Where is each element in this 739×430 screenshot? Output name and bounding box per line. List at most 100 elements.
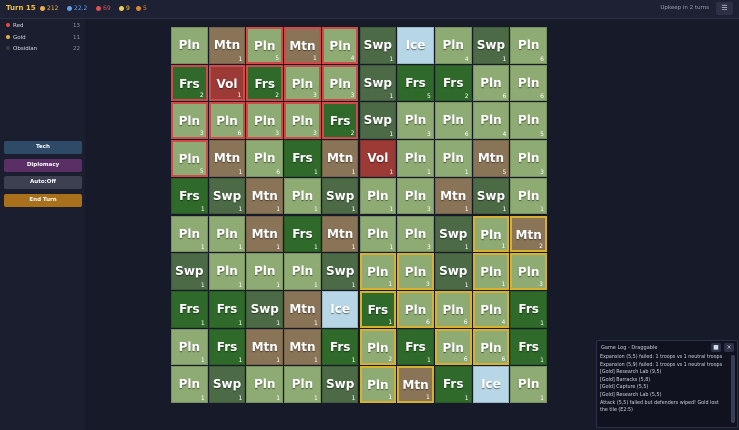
tile[interactable]: Pln 1	[246, 366, 284, 403]
tile[interactable]: Swp 1	[434, 215, 472, 253]
tile[interactable]: Pln 1	[359, 177, 397, 215]
tile[interactable]: Frs 1	[434, 366, 472, 403]
tile[interactable]: Swp 1	[434, 253, 472, 290]
tile[interactable]: Mtn 1	[284, 290, 321, 328]
tile[interactable]: Pln 6	[472, 328, 510, 366]
tile[interactable]: Pln 1	[510, 177, 547, 215]
tile[interactable]: Swp 1	[321, 366, 359, 403]
tile[interactable]: Frs 1	[510, 328, 547, 366]
tile[interactable]: Pln 3	[284, 64, 321, 102]
tile[interactable]: Pln 6	[246, 140, 284, 177]
action-button[interactable]: Tech	[4, 141, 82, 154]
tile[interactable]: Pln 1	[359, 215, 397, 253]
tile[interactable]: Frs 1	[397, 328, 434, 366]
tile[interactable]: Frs 1	[321, 328, 359, 366]
tile[interactable]: Swp 1	[321, 253, 359, 290]
tile[interactable]: Swp 1	[171, 253, 208, 290]
tile[interactable]: Mtn 5	[472, 140, 510, 177]
tile[interactable]: Frs 1	[359, 290, 397, 328]
tile[interactable]: Pln 6	[434, 328, 472, 366]
tile[interactable]: Pln 3	[321, 64, 359, 102]
tile[interactable]: Frs 1	[284, 215, 321, 253]
tile[interactable]: Frs 2	[171, 64, 208, 102]
tile[interactable]: Mtn 1	[246, 328, 284, 366]
tile[interactable]: Pln 3	[246, 102, 284, 140]
tile[interactable]: Frs 2	[321, 102, 359, 140]
tile[interactable]: Mtn 1	[397, 366, 434, 403]
tile[interactable]: Frs 2	[434, 64, 472, 102]
tile[interactable]: Pln 1	[284, 366, 321, 403]
tile[interactable]: Frs 1	[171, 177, 208, 215]
tile[interactable]: Swp 1	[472, 27, 510, 64]
tile[interactable]: Frs 1	[510, 290, 547, 328]
tile[interactable]: Pln 1	[397, 140, 434, 177]
tile[interactable]: Ice	[472, 366, 510, 403]
tile[interactable]: Mtn 1	[434, 177, 472, 215]
tile[interactable]: Pln 1	[359, 253, 397, 290]
tile[interactable]: Pln 1	[472, 215, 510, 253]
menu-button[interactable]: ☰	[716, 2, 733, 15]
tile[interactable]: Frs 1	[284, 140, 321, 177]
tile[interactable]: Swp 1	[208, 177, 246, 215]
tile[interactable]: Pln 3	[397, 102, 434, 140]
tile[interactable]: Pln 1	[472, 253, 510, 290]
action-button[interactable]: Diplomacy	[4, 158, 82, 172]
tile[interactable]: Swp 1	[359, 27, 397, 64]
tile[interactable]: Pln 4	[434, 27, 472, 64]
tile[interactable]: Pln 5	[510, 102, 547, 140]
log-toggle[interactable]: ■	[711, 343, 721, 352]
action-button[interactable]: End Turn	[4, 193, 82, 207]
tile[interactable]: Pln 3	[171, 102, 208, 140]
tile[interactable]: Pln 2	[359, 328, 397, 366]
tile[interactable]: Pln 6	[472, 64, 510, 102]
scrollbar[interactable]	[731, 355, 735, 423]
tile[interactable]: Mtn 1	[246, 215, 284, 253]
tile[interactable]: Pln 6	[208, 102, 246, 140]
action-button[interactable]: Auto:Off	[4, 176, 82, 189]
tile[interactable]: Swp 1	[472, 177, 510, 215]
tile[interactable]: Mtn 2	[510, 215, 547, 253]
tile[interactable]: Pln 5	[171, 140, 208, 177]
log-close[interactable]: ×	[724, 343, 734, 352]
tile[interactable]: Pln 1	[208, 253, 246, 290]
tile[interactable]: Frs 2	[246, 64, 284, 102]
tile[interactable]: Frs 1	[171, 290, 208, 328]
tile[interactable]: Pln 6	[510, 64, 547, 102]
tile[interactable]: Frs 1	[208, 290, 246, 328]
tile[interactable]: Pln 1	[171, 328, 208, 366]
tile[interactable]: Pln 3	[397, 177, 434, 215]
tile[interactable]: Pln 3	[397, 215, 434, 253]
tile[interactable]: Mtn 1	[284, 27, 321, 64]
tile[interactable]: Swp 1	[321, 177, 359, 215]
tile[interactable]: Pln 1	[171, 215, 208, 253]
tile[interactable]: Pln 1	[246, 253, 284, 290]
tile[interactable]: Pln 6	[434, 102, 472, 140]
tile[interactable]: Pln 3	[284, 102, 321, 140]
tile[interactable]: Swp 1	[359, 64, 397, 102]
tile[interactable]: Pln 5	[246, 27, 284, 64]
tile[interactable]: Mtn 1	[208, 27, 246, 64]
tile[interactable]: Ice	[397, 27, 434, 64]
tile[interactable]: Pln 1	[434, 140, 472, 177]
tile[interactable]: Pln 3	[397, 253, 434, 290]
tile[interactable]: Pln 3	[510, 253, 547, 290]
tile[interactable]: Pln	[171, 27, 208, 64]
tile[interactable]: Pln 1	[208, 215, 246, 253]
tile[interactable]: Pln 4	[472, 102, 510, 140]
tile[interactable]: Frs 1	[208, 328, 246, 366]
tile[interactable]: Vol 1	[359, 140, 397, 177]
tile[interactable]: Pln 6	[510, 27, 547, 64]
tile[interactable]: Pln 1	[510, 366, 547, 403]
tile[interactable]: Pln 3	[510, 140, 547, 177]
tile[interactable]: Pln 1	[359, 366, 397, 403]
tile[interactable]: Frs 5	[397, 64, 434, 102]
game-log[interactable]: Game Log - Draggable ■ × Expansion (5,5)…	[596, 340, 738, 428]
tile[interactable]: Pln 4	[321, 27, 359, 64]
tile[interactable]: Pln 4	[472, 290, 510, 328]
tile[interactable]: Mtn 1	[246, 177, 284, 215]
tile[interactable]: Swp 1	[246, 290, 284, 328]
tile[interactable]: Mtn 1	[321, 140, 359, 177]
tile[interactable]: Pln 1	[284, 253, 321, 290]
tile[interactable]: Mtn 1	[321, 215, 359, 253]
tile[interactable]: Pln 6	[397, 290, 434, 328]
